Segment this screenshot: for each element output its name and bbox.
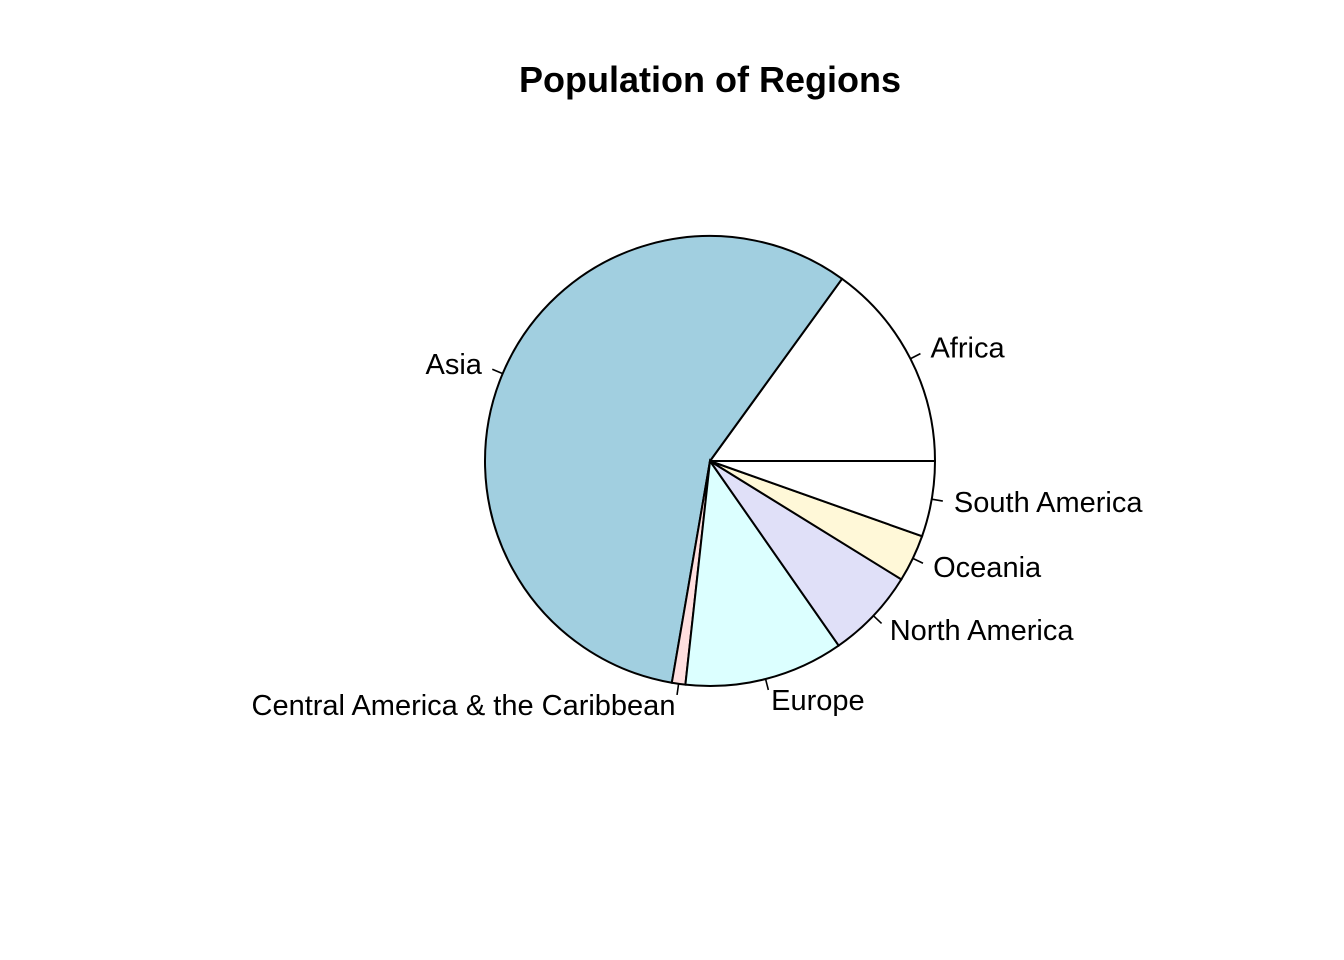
slice-label-south-america: South America [954,487,1143,519]
leader-line-north-america [872,615,883,624]
pie-leader-lines [491,352,943,696]
pie-slice-south-america [709,460,937,538]
slice-label-europe: Europe [771,685,865,717]
leader-line-central-america-and-the-caribbean [676,683,680,696]
pie-slice-africa [708,277,937,462]
pie-slice-asia [484,235,844,684]
slice-label-central-america-and-the-caribbean: Central America & the Caribbean [252,690,676,722]
slice-label-asia: Asia [425,349,482,381]
pie-slices [484,235,937,687]
leader-line-europe [764,678,770,691]
slice-label-africa: Africa [930,333,1005,365]
chart-title: Population of Regions [519,59,901,100]
slice-label-oceania: Oceania [933,552,1042,584]
slice-label-north-america: North America [890,615,1075,647]
leader-line-africa [910,352,921,360]
leader-line-oceania [912,557,924,564]
pie-slice-europe [684,458,841,687]
pie-labels: Africa Asia Central America & the Caribbea… [252,333,1144,723]
leader-line-asia [491,368,503,375]
leader-line-south-america [931,498,943,502]
